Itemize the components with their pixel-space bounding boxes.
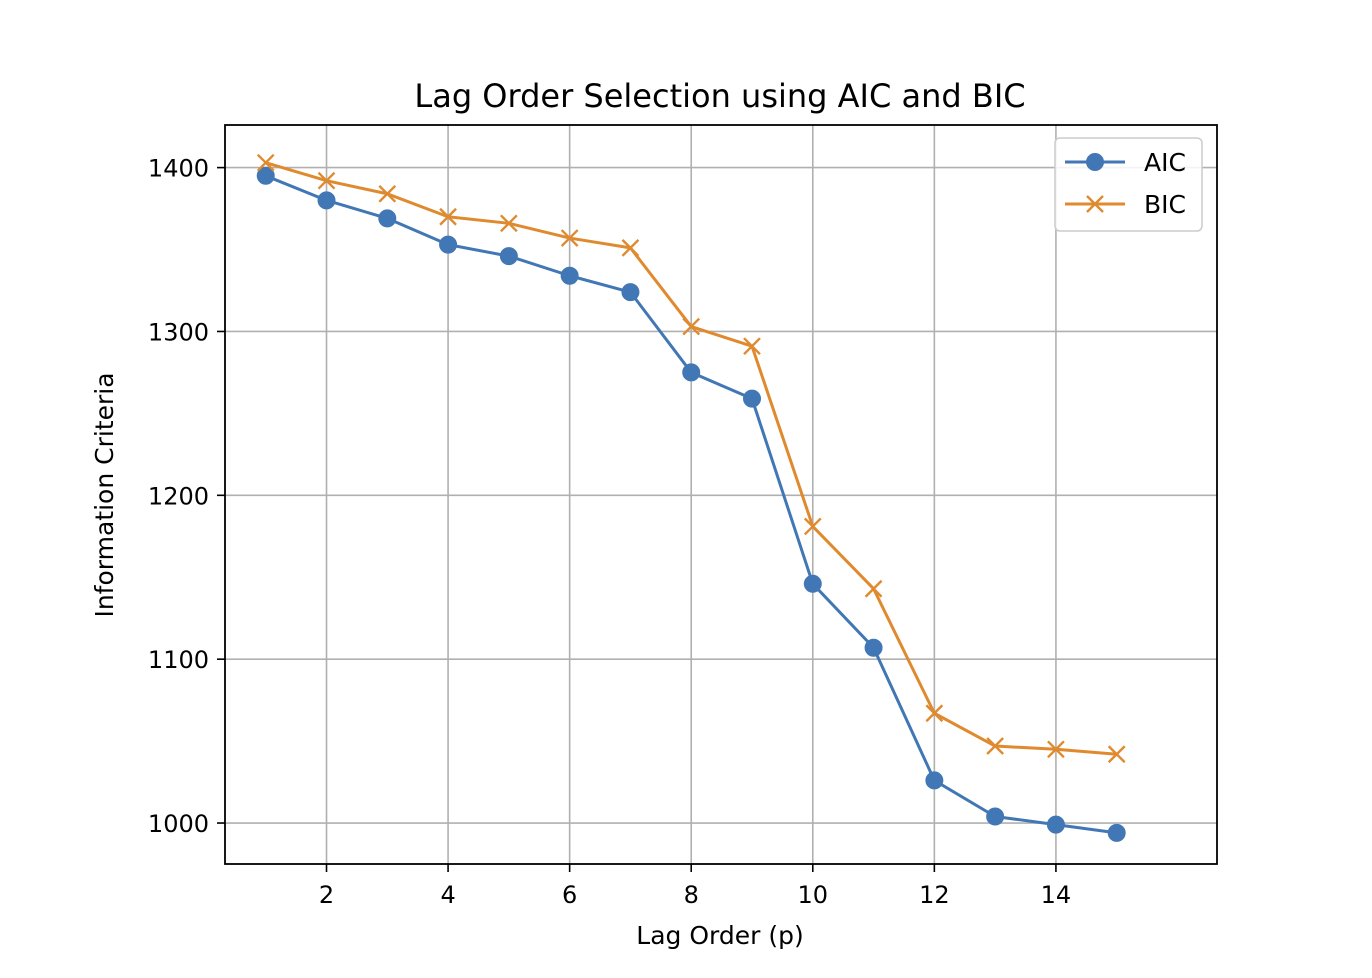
y-tick-label: 1100 [148,646,209,674]
bic-legend-marker [1086,195,1104,213]
y-tick-label: 1300 [148,318,209,346]
aic-point [1107,823,1126,842]
bic-point [1047,740,1065,759]
aic-point [378,209,397,228]
bic-point [986,737,1004,755]
x-tick-label: 14 [1041,881,1072,909]
x-axis-ticks: 2 4 6 8 10 12 14 [319,864,1071,909]
bic-point [621,239,640,257]
bic-legend-label: BIC [1144,190,1186,219]
y-tick-label: 1400 [148,155,209,183]
y-axis-label: Information Criteria [90,372,119,617]
x-tick-label: 6 [562,881,577,909]
bic-point [682,317,701,336]
x-tick-label: 12 [919,881,950,909]
aic-point [256,166,275,185]
aic-legend-label: AIC [1144,148,1186,177]
bic-point [378,184,397,203]
aic-point [317,191,336,210]
aic-point [743,389,761,408]
y-tick-label: 1200 [148,482,209,510]
x-tick-label: 4 [440,881,455,909]
bic-point [864,579,883,598]
bic-point [925,704,944,723]
aic-point [621,283,640,302]
x-tick-label: 8 [684,881,699,909]
x-axis-label: Lag Order (p) [636,921,803,950]
x-tick-label: 2 [319,881,334,909]
aic-point [925,771,944,790]
bic-point [743,337,761,356]
aic-point [560,266,579,285]
aic-point [499,247,518,266]
bic-point [256,153,275,172]
x-tick-label: 10 [798,881,829,909]
aic-point [986,807,1005,826]
aic-point [864,638,883,657]
bic-point [439,207,457,226]
aic-series [256,166,1126,842]
aic-point [439,235,458,254]
aic-legend-marker [1086,153,1104,171]
bic-point [1107,745,1126,764]
plot-area-frame [224,124,1218,865]
aic-point [682,363,701,382]
bic-series [256,153,1126,764]
aic-point [1046,815,1065,834]
bic-point [560,229,579,247]
bic-point [500,214,518,233]
chart-title: Lag Order Selection using AIC and BIC [414,77,1025,115]
bic-point [803,517,822,536]
y-tick-label: 1000 [148,810,209,838]
legend: AIC BIC [1054,137,1203,232]
y-axis-ticks: 1000 1100 1200 1300 1400 [148,155,225,838]
aic-point [803,574,822,593]
bic-point [317,171,336,190]
plot-series [256,153,1126,842]
grid-lines [225,125,1217,864]
